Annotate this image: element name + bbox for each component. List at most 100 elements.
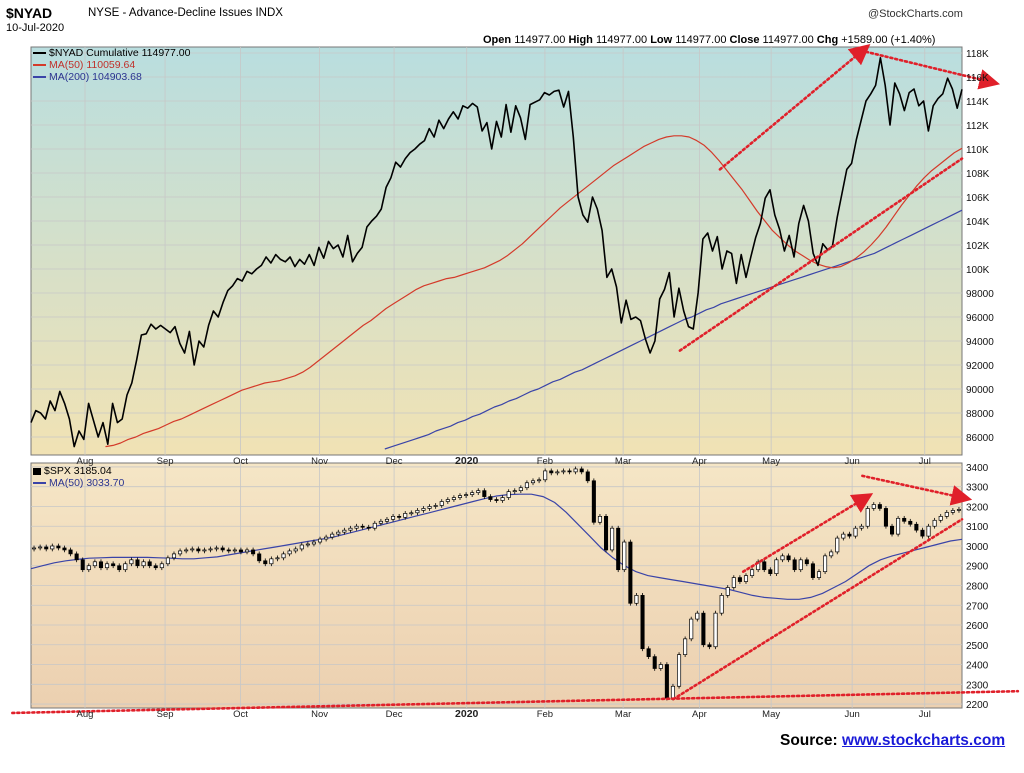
bottom-y-tick-label: 2500 [966, 641, 989, 652]
spx-candle [403, 513, 408, 518]
legend-label-ma50: MA(50) 110059.64 [49, 59, 136, 71]
spx-candle [238, 549, 243, 553]
spx-candle [768, 569, 773, 574]
top-y-tick-label: 96000 [966, 313, 994, 324]
bottom-y-tick-label: 2800 [966, 582, 989, 593]
legend-label-nyad: $NYAD Cumulative 114977.00 [49, 47, 191, 59]
spx-candle [86, 565, 91, 571]
bottom-y-tick-label: 3400 [966, 463, 989, 474]
spx-candle [141, 561, 146, 567]
nyad-cumulative-line [30, 57, 963, 448]
bottom-y-tick-label: 2300 [966, 680, 989, 691]
spx-candle [287, 550, 292, 555]
bottom-x-tick-label: Jun [844, 709, 859, 720]
bottom-y-tick-label: 3100 [966, 522, 989, 533]
legend-spx: $SPX 3185.04 [33, 465, 112, 477]
spx-candle [591, 480, 596, 523]
close-value: 114977.00 [762, 34, 814, 46]
top-x-tick-label: Feb [537, 456, 553, 467]
spx-candle [810, 563, 815, 578]
legend-swatch-ma50 [33, 64, 46, 67]
spx-candle [835, 537, 840, 553]
bottom-trend-arrow [861, 474, 973, 506]
nyad-ma50-line [105, 135, 963, 448]
spx-candle [159, 563, 164, 569]
spx-candle [677, 654, 682, 687]
spx-candle [616, 527, 621, 571]
spx-candle [44, 546, 49, 550]
spx-candle [792, 559, 797, 571]
spx-candle [512, 490, 517, 493]
spx-candle [737, 577, 742, 582]
top-x-tick-label: Oct [233, 456, 248, 467]
spx-candle [652, 656, 657, 669]
nyad-ma200-line [384, 209, 963, 450]
spx-candle [80, 559, 85, 571]
source-link[interactable]: www.stockcharts.com [842, 732, 1006, 749]
spx-candle [311, 541, 316, 545]
spx-candle [117, 565, 122, 571]
spx-candle [366, 526, 371, 529]
spx-candle [871, 504, 876, 509]
top-x-tick-label: Jul [919, 456, 931, 467]
spx-candle [305, 543, 310, 546]
spx-candle [129, 559, 134, 565]
top-x-tick-label: Aug [77, 456, 94, 467]
legend-swatch-spx [33, 467, 41, 475]
bottom-y-tick-label: 3200 [966, 502, 989, 513]
spx-candle [750, 569, 755, 576]
spx-candle [457, 495, 463, 498]
bottom-x-tick-label: Dec [386, 709, 403, 720]
spx-candle [658, 664, 663, 669]
bottom-x-tick-label: Sep [157, 709, 174, 720]
top-y-tick-label: 88000 [966, 409, 994, 420]
spx-candle [524, 482, 529, 489]
spx-candle [165, 557, 170, 565]
spx-candle [914, 523, 919, 531]
top-x-tick-label: Dec [386, 456, 403, 467]
top-y-tick-label: 106K [966, 193, 990, 204]
change-value: +1589.00 (+1.40%) [841, 34, 936, 46]
spx-candle [433, 505, 438, 507]
spx-candle [597, 515, 602, 523]
bottom-x-tick-label: Apr [692, 709, 707, 720]
top-y-tick-label: 112K [966, 121, 989, 132]
spx-candle [451, 497, 456, 500]
spx-candle [549, 470, 554, 474]
spx-candle [555, 471, 560, 474]
chart-date: 10-Jul-2020 [6, 22, 65, 34]
top-y-tick-label: 86000 [966, 433, 994, 444]
close-label: Close [729, 34, 760, 46]
source-label: Source: [780, 732, 843, 749]
spx-candle [409, 512, 414, 515]
top-y-tick-label: 110K [966, 145, 989, 156]
spx-candle [275, 557, 280, 560]
change-label: Chg [816, 34, 839, 46]
spx-candle [336, 531, 341, 535]
spx-candle [476, 490, 481, 493]
spx-candle [251, 549, 256, 555]
spx-candle [494, 499, 499, 501]
spx-candle [610, 527, 615, 551]
spx-candle [318, 538, 323, 543]
spx-candle [950, 510, 955, 513]
spx-candle [427, 506, 432, 509]
spx-candle [391, 515, 396, 520]
bottom-x-tick-label: Jul [919, 709, 931, 720]
bottom-x-tick-label: Mar [615, 709, 631, 720]
spx-candle [841, 533, 846, 539]
bottom-y-tick-label: 2600 [966, 621, 989, 632]
bottom-x-tick-label: May [762, 709, 780, 720]
top-y-tick-label: 94000 [966, 337, 994, 348]
spx-candle [445, 499, 450, 502]
spx-candle [196, 548, 201, 552]
spx-candle [342, 529, 347, 533]
spx-candle [384, 518, 389, 522]
spx-candle [62, 547, 67, 551]
spx-candle [932, 519, 937, 527]
top-y-tick-label: 118K [966, 49, 989, 60]
spx-candle [98, 561, 104, 569]
bottom-trend-arrow [741, 493, 874, 573]
spx-candle [38, 546, 43, 549]
spx-candle [707, 644, 712, 648]
